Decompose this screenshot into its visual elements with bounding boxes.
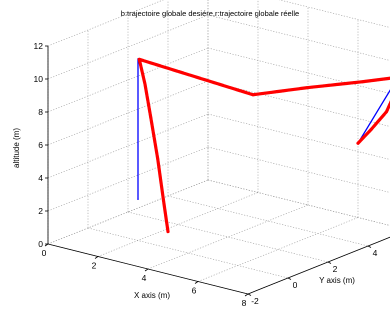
floor-grid-line [87,227,289,279]
z-tick-label: 4 [38,173,43,183]
floor-grid-line [167,195,369,247]
back-wall-grid-line [207,179,390,226]
chart-grid [47,0,390,295]
actual-trajectory-series [137,57,390,234]
z-tick-label: 8 [38,107,43,117]
floor-grid-line [97,192,259,257]
side-wall-grid-line [47,14,209,80]
z-axis-label: altitude (m) [12,128,21,168]
y-tick-mark [287,277,292,280]
side-wall-grid-line [47,179,209,245]
z-tick-label: 0 [38,239,43,249]
actual-trajectory-point [143,82,147,86]
back-wall-grid-line [207,14,390,61]
y-tick-mark [247,293,252,296]
x-tick-mark [244,293,249,297]
x-tick-label: 0 [42,248,47,258]
side-wall-grid-line [47,80,209,146]
x-axis-label: X axis (m) [134,291,170,300]
actual-trajectory-point [139,63,142,66]
chart-ticks: 0 2 4 6 8 -2 0 2 4 0 2 4 6 8 10 12 [34,41,378,308]
desired-trajectory-point [137,198,139,200]
actual-trajectory-point [137,57,141,61]
actual-trajectory-point [166,230,170,234]
side-wall-grid-line [47,47,209,113]
y-tick-label: -2 [251,296,259,306]
actual-trajectory-point [305,86,309,90]
back-wall-grid-line [207,146,390,193]
y-tick-mark [327,261,332,264]
x-tick-mark [144,268,149,272]
y-axis-label: Y axis (m) [319,276,355,285]
actual-trajectory-point [361,80,364,84]
z-tick-label: 6 [38,140,43,150]
floor-grid-line [127,211,329,263]
z-tick-label: 10 [34,74,44,84]
back-wall-grid-line [207,113,390,160]
desired-trajectory-series [137,58,390,200]
chart-title: b:trajectoire globale desiére,r:trajecto… [121,9,299,18]
floor-grid-line [197,217,359,282]
x-tick-mark [194,281,199,284]
actual-trajectory-point [156,157,160,161]
y-tick-label: 4 [373,248,378,258]
y-tick-mark [367,245,372,248]
side-wall-grid-line [47,146,209,212]
side-wall-grid-line [47,113,209,179]
x-tick-label: 2 [92,261,97,271]
back-wall-grid-line [207,47,390,94]
y-tick-label: 0 [293,280,298,290]
chart-series [137,57,390,234]
floor-grid-line [207,179,390,226]
actual-trajectory-point [162,199,165,202]
x-tick-mark [94,256,99,259]
back-wall-grid-line [207,80,390,127]
back-wall-grid-line [278,0,390,28]
floor-grid-line [147,204,309,270]
actual-trajectory-point [149,115,153,119]
z-tick-label: 2 [38,206,43,216]
y-tick-label: 2 [333,264,338,274]
side-wall-grid-line [47,0,164,47]
x-tick-label: 6 [192,286,197,296]
actual-trajectory-point [385,110,388,114]
actual-trajectory-point [251,93,255,97]
z-tick-label: 12 [34,41,44,51]
actual-trajectory-point [369,128,373,132]
actual-trajectory-point [356,141,360,145]
x-tick-label: 4 [142,273,147,283]
x-tick-label: 8 [242,298,247,308]
